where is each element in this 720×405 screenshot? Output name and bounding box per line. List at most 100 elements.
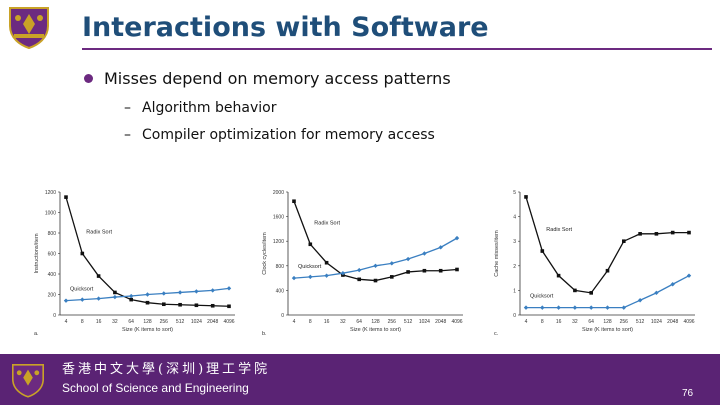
data-point [112,294,118,300]
data-point [422,268,427,273]
x-tick-label: 16 [324,319,330,325]
x-tick-label: 256 [388,319,397,325]
chart-clock-cycles: 0 400 800 1200 1600 2000 4 8 16 32 64 128 256 512 1024… [262,190,463,337]
data-point [373,278,378,283]
data-point [177,290,183,295]
x-tick-label: 64 [356,319,362,325]
y-tick-label: 5 [513,190,516,196]
data-point [210,303,215,308]
data-point [638,232,642,236]
data-point [210,288,215,293]
x-tick-label: 4096 [451,319,462,325]
x-tick-label: 8 [541,319,544,325]
slide-title: Interactions with Software [82,12,489,43]
bullet-dot [84,74,93,83]
subbullet-compiler: – Compiler optimization for memory access [124,127,435,143]
data-point [194,289,199,294]
x-axis-label: Size (K items to sort) [350,327,401,333]
data-point [406,270,410,274]
y-tick-label: 400 [48,272,57,278]
data-point [622,239,626,243]
footer-bar: 香港中文大學(深圳)理工学院 School of Science and Eng… [0,354,720,405]
data-point [621,305,626,310]
data-point [572,305,578,310]
panel-label: b. [262,331,267,337]
series-label: Quicksort [298,264,322,270]
data-point [340,270,346,276]
y-axis-label: Cache misses/item [494,230,500,277]
x-tick-label: 1024 [651,319,662,325]
y-tick-label: 3 [513,239,516,245]
series-label: Radix Sort [314,220,340,226]
x-tick-label: 2048 [435,319,446,325]
x-tick-label: 1024 [419,319,430,325]
data-point [589,305,594,310]
dash-mark: – [124,100,131,116]
data-point [64,195,68,199]
data-point [357,267,362,273]
data-point [605,268,610,273]
x-tick-label: 4 [293,319,296,325]
x-tick-label: 4 [65,319,68,325]
data-point [438,268,443,273]
y-tick-label: 1000 [45,211,56,217]
data-point [129,297,133,302]
x-axis-label: Size (K items to sort) [122,327,173,333]
y-tick-label: 800 [276,264,285,270]
data-point [226,286,232,291]
data-point [161,291,166,296]
data-point [455,267,459,272]
x-tick-label: 4096 [223,319,234,325]
data-point [389,261,394,266]
data-point [357,277,361,282]
data-point [63,298,69,303]
data-point [405,256,411,262]
data-point [524,195,528,199]
data-point [80,297,85,302]
panel-label: c. [494,331,499,337]
x-axis-label: Size (K items to sort) [582,327,633,333]
x-tick-label: 128 [371,319,380,325]
data-point [687,230,691,235]
data-point [540,305,545,310]
x-tick-label: 256 [620,319,629,325]
y-tick-label: 0 [53,313,56,319]
data-point [308,274,313,280]
y-tick-label: 1600 [273,215,284,221]
x-tick-label: 16 [96,319,102,325]
data-point [308,242,313,247]
footer-chinese-name: 香港中文大學(深圳)理工学院 [62,362,271,377]
page-number: 76 [682,388,694,399]
subbullet-text: Algorithm behavior [142,100,277,116]
data-point [291,275,297,281]
x-tick-label: 128 [603,319,612,325]
x-tick-label: 4 [525,319,528,325]
y-tick-label: 0 [513,313,516,319]
data-point [654,290,659,296]
x-tick-label: 2048 [207,319,218,325]
data-point [96,274,101,278]
y-axis-label: Clock cycles/item [262,232,268,275]
series-line-quick [293,237,458,279]
bullet-text: Misses depend on memory access patterns [104,69,451,88]
y-axis-label: Instructions/item [34,233,40,273]
x-tick-label: 16 [556,319,562,325]
y-tick-label: 400 [276,288,285,294]
series-line-radix [525,196,689,294]
footer-crest-icon [12,364,44,398]
x-tick-label: 512 [404,319,413,325]
data-point [178,302,182,307]
data-point [654,232,659,236]
y-tick-label: 2 [513,264,516,270]
data-point [605,305,610,310]
subbullet-algorithm: – Algorithm behavior [124,100,276,116]
x-tick-label: 32 [572,319,578,325]
data-point [145,300,150,305]
data-point [422,251,427,256]
subbullet-text: Compiler optimization for memory access [142,127,435,143]
x-tick-label: 512 [636,319,645,325]
data-point [292,199,296,204]
x-tick-label: 4096 [683,319,694,325]
y-tick-label: 600 [48,252,57,258]
